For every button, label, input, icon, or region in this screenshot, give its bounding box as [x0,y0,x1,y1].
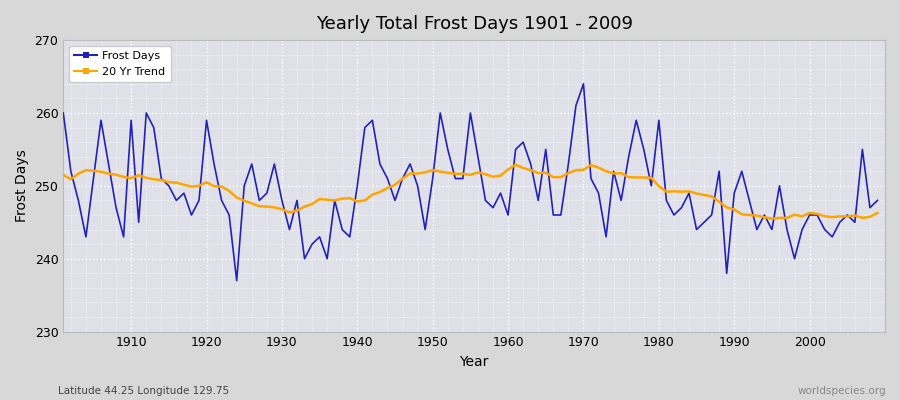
X-axis label: Year: Year [460,355,489,369]
Legend: Frost Days, 20 Yr Trend: Frost Days, 20 Yr Trend [68,46,171,82]
Title: Yearly Total Frost Days 1901 - 2009: Yearly Total Frost Days 1901 - 2009 [316,15,633,33]
Text: worldspecies.org: worldspecies.org [798,386,886,396]
Y-axis label: Frost Days: Frost Days [15,150,29,222]
Text: Latitude 44.25 Longitude 129.75: Latitude 44.25 Longitude 129.75 [58,386,230,396]
